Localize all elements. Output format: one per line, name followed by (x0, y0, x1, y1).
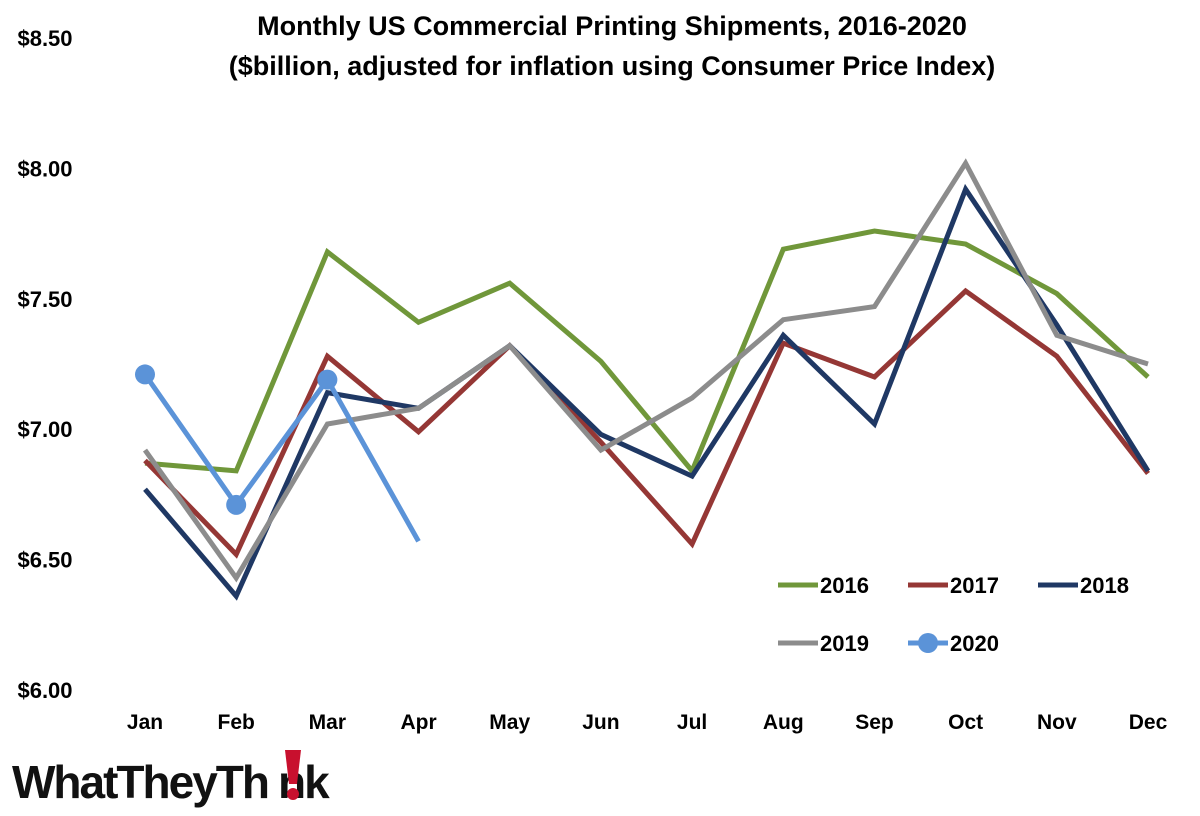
x-tick-label: Jul (677, 711, 707, 734)
chart-title: Monthly US Commercial Printing Shipments… (257, 11, 967, 41)
legend-label-2020: 2020 (950, 631, 999, 656)
x-tick-label: Dec (1129, 711, 1168, 734)
chart-subtitle: ($billion, adjusted for inflation using … (229, 51, 996, 81)
x-tick-label: Feb (218, 711, 255, 734)
series-line-2018 (143, 183, 1151, 601)
y-tick-label: $7.00 (17, 417, 72, 442)
y-tick-label: $6.00 (17, 678, 72, 703)
x-tick-label: Sep (855, 711, 894, 734)
x-axis-ticks: Jan Feb Mar Apr May Jun Jul Aug Sep Oct Nov Dec (127, 711, 1168, 734)
x-tick-label: May (489, 711, 530, 734)
legend-label-2017: 2017 (950, 573, 999, 598)
y-tick-label: $6.50 (17, 548, 72, 573)
x-tick-label: Oct (948, 711, 983, 734)
y-tick-label: $7.50 (17, 287, 72, 312)
legend-label-2019: 2019 (820, 631, 869, 656)
data-point-2020 (317, 369, 338, 390)
x-tick-label: Nov (1037, 711, 1077, 734)
whattheythink-logo: WhatTheyTh nk (12, 750, 332, 808)
legend-marker-2020 (918, 633, 938, 653)
logo-exclamation-bar (285, 750, 301, 784)
series-line-2019 (142, 158, 1149, 583)
series-line-2016 (144, 228, 1150, 476)
legend: 2016 2017 2018 2019 2020 (778, 573, 1129, 656)
x-tick-label: Apr (400, 711, 436, 734)
data-point-2020 (226, 494, 247, 515)
x-tick-label: Jan (127, 711, 163, 734)
series-line-2020 (142, 372, 421, 543)
x-tick-label: Jun (582, 711, 619, 734)
logo-exclamation-dot (287, 788, 299, 800)
data-point-2020 (135, 364, 155, 385)
legend-label-2018: 2018 (1080, 573, 1129, 598)
y-tick-label: $8.00 (17, 156, 72, 181)
x-tick-label: Mar (309, 711, 346, 734)
legend-label-2016: 2016 (820, 573, 869, 598)
y-tick-label: $8.50 (17, 26, 72, 51)
y-axis-ticks: $6.00 $6.50 $7.00 $7.50 $8.00 $8.50 (17, 26, 72, 703)
logo-text-after: nk (278, 756, 330, 808)
logo-wordmark: WhatTheyTh nk (12, 756, 330, 808)
series-lines (135, 158, 1151, 601)
series-line-2017 (143, 287, 1150, 559)
logo-text-before: WhatTheyTh (12, 756, 268, 808)
x-tick-label: Aug (763, 711, 804, 734)
logo-exclamation-icon (285, 750, 301, 800)
